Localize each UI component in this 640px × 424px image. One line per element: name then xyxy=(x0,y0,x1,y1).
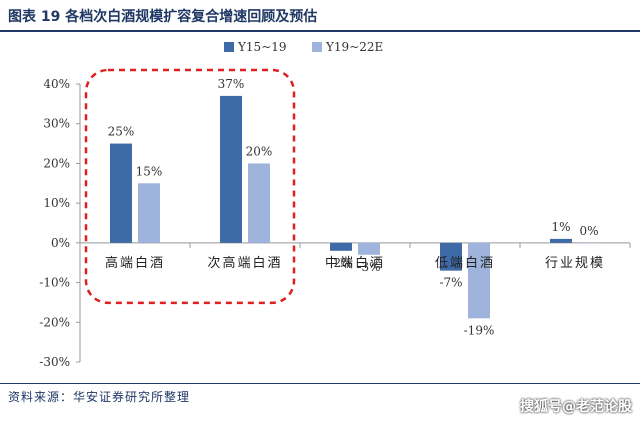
bar-2-3 xyxy=(358,242,380,255)
bar-1-2 xyxy=(220,95,242,243)
data-label: -3% xyxy=(357,260,380,274)
data-label: 20% xyxy=(246,144,273,158)
chart-area: 40% 30% 20% 10% 0% -10% -20% -30% 25% 15% 高端白酒 37% 2… xyxy=(0,32,640,376)
y-tick-label: 30% xyxy=(43,117,70,131)
bar-2-1 xyxy=(138,183,160,243)
x-category-label: 低端白酒 xyxy=(435,255,495,271)
bar-chart: 40% 30% 20% 10% 0% -10% -20% -30% 25% 15% 高端白酒 37% 2… xyxy=(39,40,631,369)
bar-1-3 xyxy=(330,242,352,251)
legend-label-2: Y19~22E xyxy=(325,40,383,54)
data-label: 15% xyxy=(136,164,163,178)
x-category-label: 次高端白酒 xyxy=(207,255,282,271)
data-label: 1% xyxy=(551,220,570,234)
data-label: -7% xyxy=(439,276,462,290)
x-category-label: 高端白酒 xyxy=(105,255,165,271)
bar-1-1 xyxy=(110,143,132,243)
x-category-label: 中端白酒 xyxy=(325,255,385,271)
source-note: 资料来源：华安证券研究所整理 xyxy=(8,390,191,404)
title-bar: 图表 19 各档次白酒规模扩容复合增速回顾及预估 xyxy=(0,0,640,30)
watermark: 搜狐号@老范论股 xyxy=(520,399,632,415)
footer-divider xyxy=(0,383,640,384)
title-divider xyxy=(0,30,640,32)
x-category-label: 行业规模 xyxy=(545,256,605,271)
bar-2-5 xyxy=(578,242,600,244)
data-label: 25% xyxy=(108,125,135,139)
data-label: 0% xyxy=(579,224,598,238)
y-tick-label: 0% xyxy=(51,236,70,250)
legend-swatch-2 xyxy=(312,42,322,52)
highlight-outline xyxy=(84,68,296,305)
bar-1-4 xyxy=(440,242,462,271)
bar-2-2 xyxy=(248,163,270,243)
bar-2-4 xyxy=(468,242,490,319)
chart-title: 图表 19 各档次白酒规模扩容复合增速回顾及预估 xyxy=(8,9,318,25)
y-tick-label: -30% xyxy=(39,355,70,369)
data-label: 37% xyxy=(218,77,245,91)
legend-label-1: Y15~19 xyxy=(237,40,287,54)
y-tick-label: 10% xyxy=(43,196,70,210)
y-tick-label: -20% xyxy=(39,315,70,329)
y-tick-label: -10% xyxy=(39,276,70,290)
legend-swatch-1 xyxy=(224,42,234,52)
y-tick-label: 20% xyxy=(43,156,70,170)
data-label: -2% xyxy=(329,256,352,270)
bar-1-5 xyxy=(550,238,572,243)
data-label: -19% xyxy=(464,323,495,337)
y-tick-label: 40% xyxy=(43,77,70,91)
